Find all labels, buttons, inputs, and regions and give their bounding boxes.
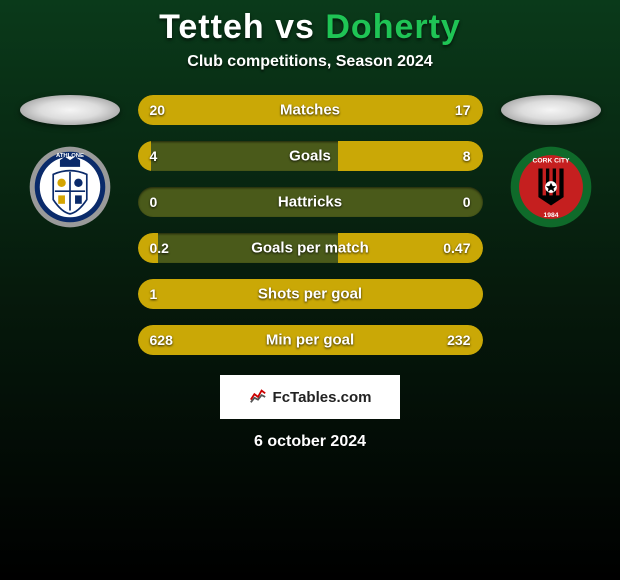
stat-row: Matches 20 17	[138, 95, 483, 125]
stat-value-right: 17	[455, 102, 471, 118]
stat-row: Goals per match 0.2 0.47	[138, 233, 483, 263]
svg-text:1984: 1984	[543, 212, 558, 219]
fctables-logo-icon	[249, 387, 267, 408]
stat-value-right: 232	[447, 332, 470, 348]
player1-name: Tetteh	[159, 8, 264, 46]
player2-silhouette-icon	[501, 95, 601, 125]
stat-label: Min per goal	[266, 332, 354, 349]
stat-bars: Matches 20 17 Goals 4 8 Hattricks 0 0 Goals per m…	[138, 95, 483, 355]
left-side: ATHLONE	[20, 95, 120, 229]
comparison-title: Tetteh vs Doherty	[159, 8, 461, 47]
stat-value-left: 628	[150, 332, 173, 348]
stat-value-left: 20	[150, 102, 166, 118]
subtitle: Club competitions, Season 2024	[187, 53, 432, 71]
bar-fill-right	[338, 141, 483, 171]
stat-row: Hattricks 0 0	[138, 187, 483, 217]
player2-name: Doherty	[325, 8, 460, 46]
stat-value-left: 4	[150, 148, 158, 164]
player1-silhouette-icon	[20, 95, 120, 125]
stat-label: Hattricks	[278, 194, 342, 211]
stat-value-right: 0.47	[443, 240, 470, 256]
main-panel: ATHLONE Matches 20 17 Goals 4 8 Hattricks 0 0 Goa…	[0, 95, 620, 355]
right-side: CORK CITY 1984	[501, 95, 601, 229]
team2-badge-icon: CORK CITY 1984	[509, 145, 593, 229]
team1-badge-icon: ATHLONE	[28, 145, 112, 229]
stat-value-left: 0.2	[150, 240, 169, 256]
svg-text:ATHLONE: ATHLONE	[56, 153, 84, 159]
stat-value-left: 0	[150, 194, 158, 210]
stat-label: Shots per goal	[258, 286, 362, 303]
stat-row: Goals 4 8	[138, 141, 483, 171]
stat-value-left: 1	[150, 286, 158, 302]
stat-value-right: 8	[463, 148, 471, 164]
stat-label: Goals	[289, 148, 331, 165]
date-label: 6 october 2024	[254, 433, 366, 451]
vs-label: vs	[275, 8, 315, 46]
fctables-label: FcTables.com	[273, 389, 372, 406]
stat-label: Matches	[280, 102, 340, 119]
stat-value-right: 0	[463, 194, 471, 210]
svg-text:CORK CITY: CORK CITY	[532, 158, 569, 165]
stat-label: Goals per match	[251, 240, 369, 257]
fctables-badge[interactable]: FcTables.com	[220, 375, 400, 419]
stat-row: Shots per goal 1	[138, 279, 483, 309]
stat-row: Min per goal 628 232	[138, 325, 483, 355]
